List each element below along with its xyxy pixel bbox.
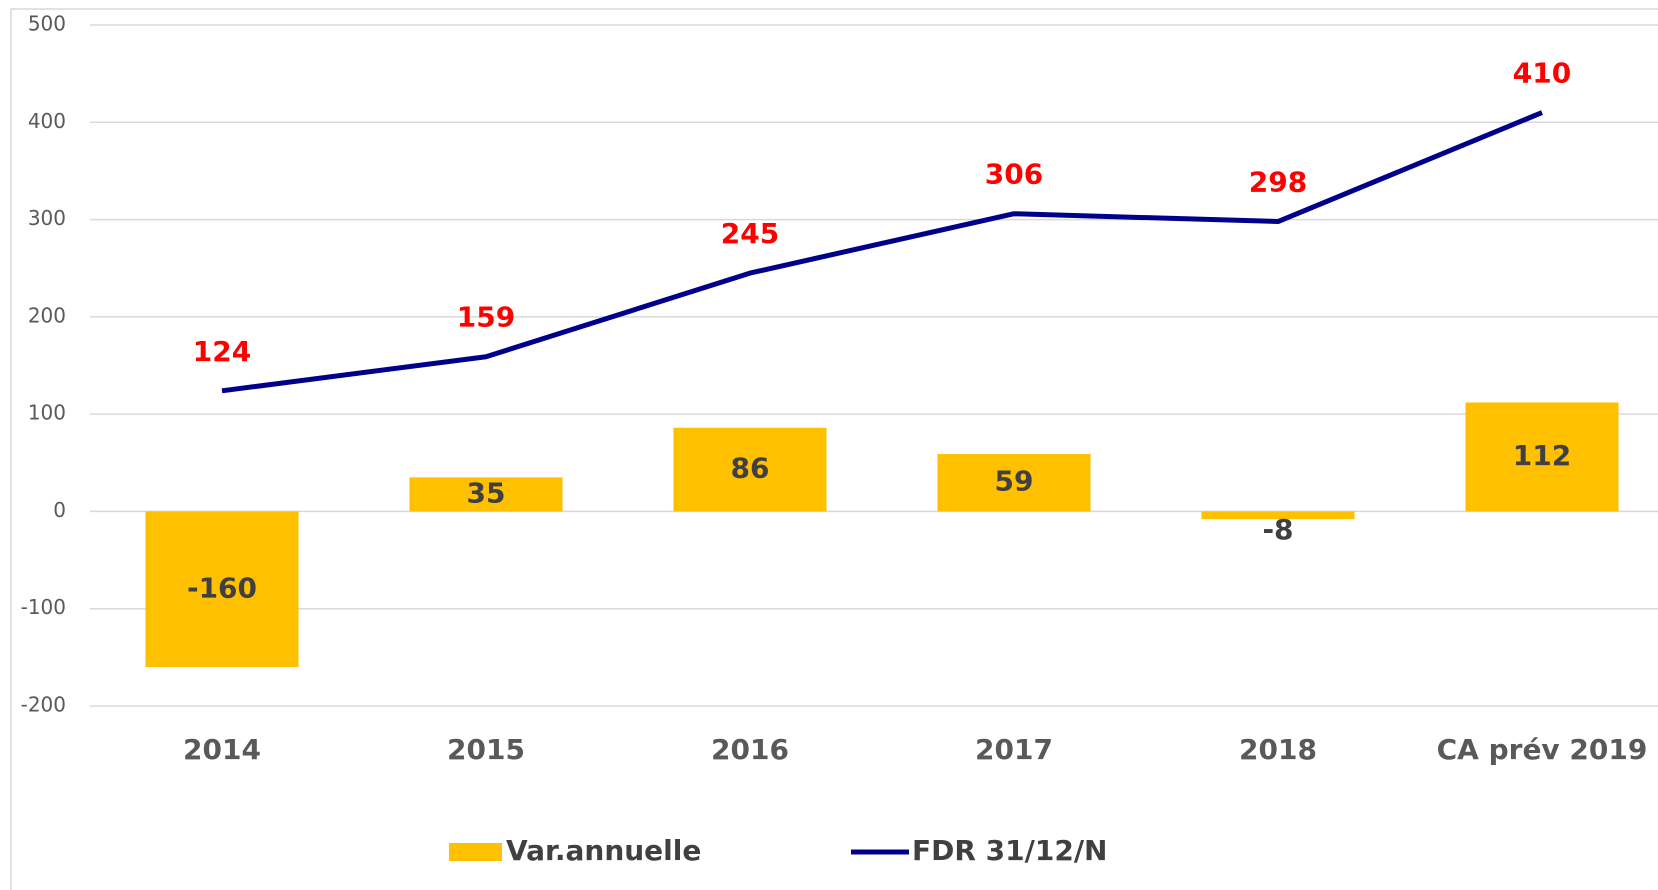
y-tick-label: 200	[28, 303, 66, 327]
legend-swatch	[449, 843, 502, 861]
legend-label: FDR 31/12/N	[912, 834, 1108, 867]
y-tick-label: 300	[28, 206, 66, 230]
chart-frame	[10, 8, 1658, 890]
y-tick-label: 500	[28, 12, 66, 36]
y-tick-label: -200	[21, 693, 66, 717]
x-tick-label: 2017	[975, 733, 1053, 766]
x-tick-label: 2018	[1239, 733, 1317, 766]
y-tick-label: -100	[21, 595, 66, 619]
x-tick-label: 2016	[711, 733, 789, 766]
bar	[673, 427, 827, 512]
x-tick-label: CA prév 2019	[1437, 733, 1648, 766]
data-label: 124	[193, 335, 251, 368]
data-label: 86	[731, 452, 770, 485]
x-tick-label: 2015	[447, 733, 525, 766]
line	[221, 110, 1543, 394]
legend-label: Var.annuelle	[506, 834, 701, 867]
data-label: -160	[187, 571, 257, 604]
bar	[145, 511, 299, 668]
data-label: -8	[1262, 513, 1293, 546]
data-label: 112	[1513, 439, 1571, 472]
y-tick-label: 0	[53, 498, 66, 522]
x-tick-label: 2014	[183, 733, 261, 766]
bar	[409, 477, 563, 512]
data-label: 410	[1513, 57, 1571, 90]
data-label: 298	[1249, 166, 1307, 199]
data-label: 59	[995, 465, 1034, 498]
data-label: 159	[457, 301, 515, 334]
bar	[1201, 511, 1355, 520]
bar	[1465, 402, 1619, 512]
data-label: 306	[985, 158, 1043, 191]
y-tick-label: 100	[28, 401, 66, 425]
data-label: 245	[721, 217, 779, 250]
bar	[937, 454, 1091, 512]
y-tick-label: 400	[28, 109, 66, 133]
data-label: 35	[467, 476, 506, 509]
